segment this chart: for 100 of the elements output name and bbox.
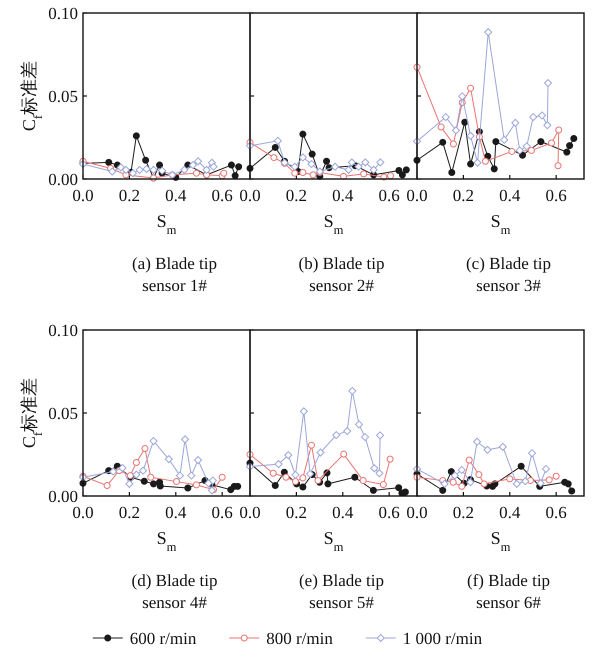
point	[132, 470, 140, 479]
point	[466, 132, 475, 140]
point	[529, 113, 538, 122]
point	[340, 450, 348, 458]
x-axis-title: S$_{m}$	[490, 528, 511, 554]
point	[142, 156, 150, 164]
text: (e) Blade tip sensor 5#	[298, 570, 385, 614]
point	[284, 451, 292, 460]
y-tick-label: 0.05	[48, 87, 78, 106]
point	[291, 470, 300, 479]
x-axis-title: S$_{m}$	[156, 211, 177, 237]
point	[270, 470, 277, 477]
point	[466, 456, 473, 464]
point	[474, 158, 482, 167]
x-tick-label: 0.6	[378, 186, 400, 205]
point	[274, 136, 282, 145]
point	[331, 162, 340, 171]
point	[490, 165, 498, 172]
text: (a) Blade tip sensor 1#	[131, 253, 218, 297]
point	[398, 171, 406, 178]
point	[299, 169, 306, 176]
point	[105, 158, 112, 166]
x-tick-label: 0.2	[452, 503, 474, 522]
point	[543, 121, 552, 130]
point	[299, 484, 306, 491]
point	[141, 445, 148, 452]
point	[355, 420, 364, 428]
point	[511, 118, 520, 127]
point	[291, 170, 298, 177]
x-tick-label: 0.4	[165, 186, 187, 205]
point	[564, 480, 572, 488]
point	[440, 480, 449, 488]
point	[361, 158, 370, 166]
point	[448, 169, 456, 176]
point	[500, 136, 508, 144]
x-axis-title: S$_{m}$	[324, 211, 344, 237]
point	[370, 166, 378, 174]
point	[360, 170, 368, 178]
y-tick-label: 0.10	[48, 321, 78, 340]
point	[380, 481, 387, 488]
point	[387, 172, 394, 180]
text: (b) Blade tip sensor 2#	[298, 253, 386, 297]
point	[563, 148, 570, 156]
point	[512, 480, 521, 488]
point	[192, 170, 200, 177]
point	[484, 446, 492, 454]
x-axis-title: S$_{m}$	[156, 528, 177, 554]
point	[361, 433, 370, 442]
x-tick-label: 0.0	[406, 186, 428, 205]
point	[156, 482, 164, 490]
text: (d) Blade tip sensor 4#	[130, 570, 218, 614]
x-tick-label: 0.6	[378, 503, 400, 522]
point	[192, 481, 200, 488]
point	[282, 474, 290, 481]
point	[299, 130, 306, 138]
point	[176, 472, 184, 480]
point	[506, 475, 514, 482]
point	[150, 437, 158, 446]
point	[184, 484, 192, 492]
legend-label: 800 r/min	[266, 629, 334, 648]
point	[344, 166, 353, 174]
x-tick-label: 0.6	[546, 503, 567, 522]
point	[324, 480, 332, 488]
x-tick-label: 0.6	[546, 186, 567, 205]
x-tick-label: 0.0	[406, 503, 428, 522]
x-tick-label: 0.4	[499, 503, 521, 522]
point	[308, 442, 315, 449]
point	[538, 111, 546, 120]
x-tick-label: 0.4	[165, 503, 187, 522]
point	[552, 472, 560, 480]
point	[351, 474, 358, 481]
point	[142, 165, 151, 174]
point	[150, 480, 158, 488]
point	[316, 448, 325, 457]
point	[395, 484, 402, 492]
point	[516, 146, 524, 154]
point	[544, 79, 552, 88]
point	[473, 438, 482, 446]
point	[518, 462, 525, 470]
point	[450, 140, 457, 148]
text: (f) Blade tip sensor 6#	[466, 570, 552, 614]
point	[492, 138, 500, 146]
x-tick-label: 0.6	[212, 503, 233, 522]
point	[467, 160, 474, 168]
point	[395, 167, 402, 174]
point	[375, 469, 384, 478]
point	[187, 472, 196, 480]
x-axis-title: S$_{m}$	[324, 528, 344, 554]
point	[546, 476, 553, 484]
x-tick-label: 0.0	[239, 503, 261, 522]
point	[566, 142, 574, 150]
x-tick-label: 0.2	[452, 186, 474, 205]
y-tick-label: 0.10	[48, 4, 78, 23]
point	[210, 162, 218, 171]
point	[202, 166, 211, 174]
point	[132, 132, 140, 140]
point	[568, 488, 576, 495]
point	[272, 144, 279, 151]
x-tick-label: 0.6	[212, 186, 233, 205]
point	[498, 442, 507, 451]
